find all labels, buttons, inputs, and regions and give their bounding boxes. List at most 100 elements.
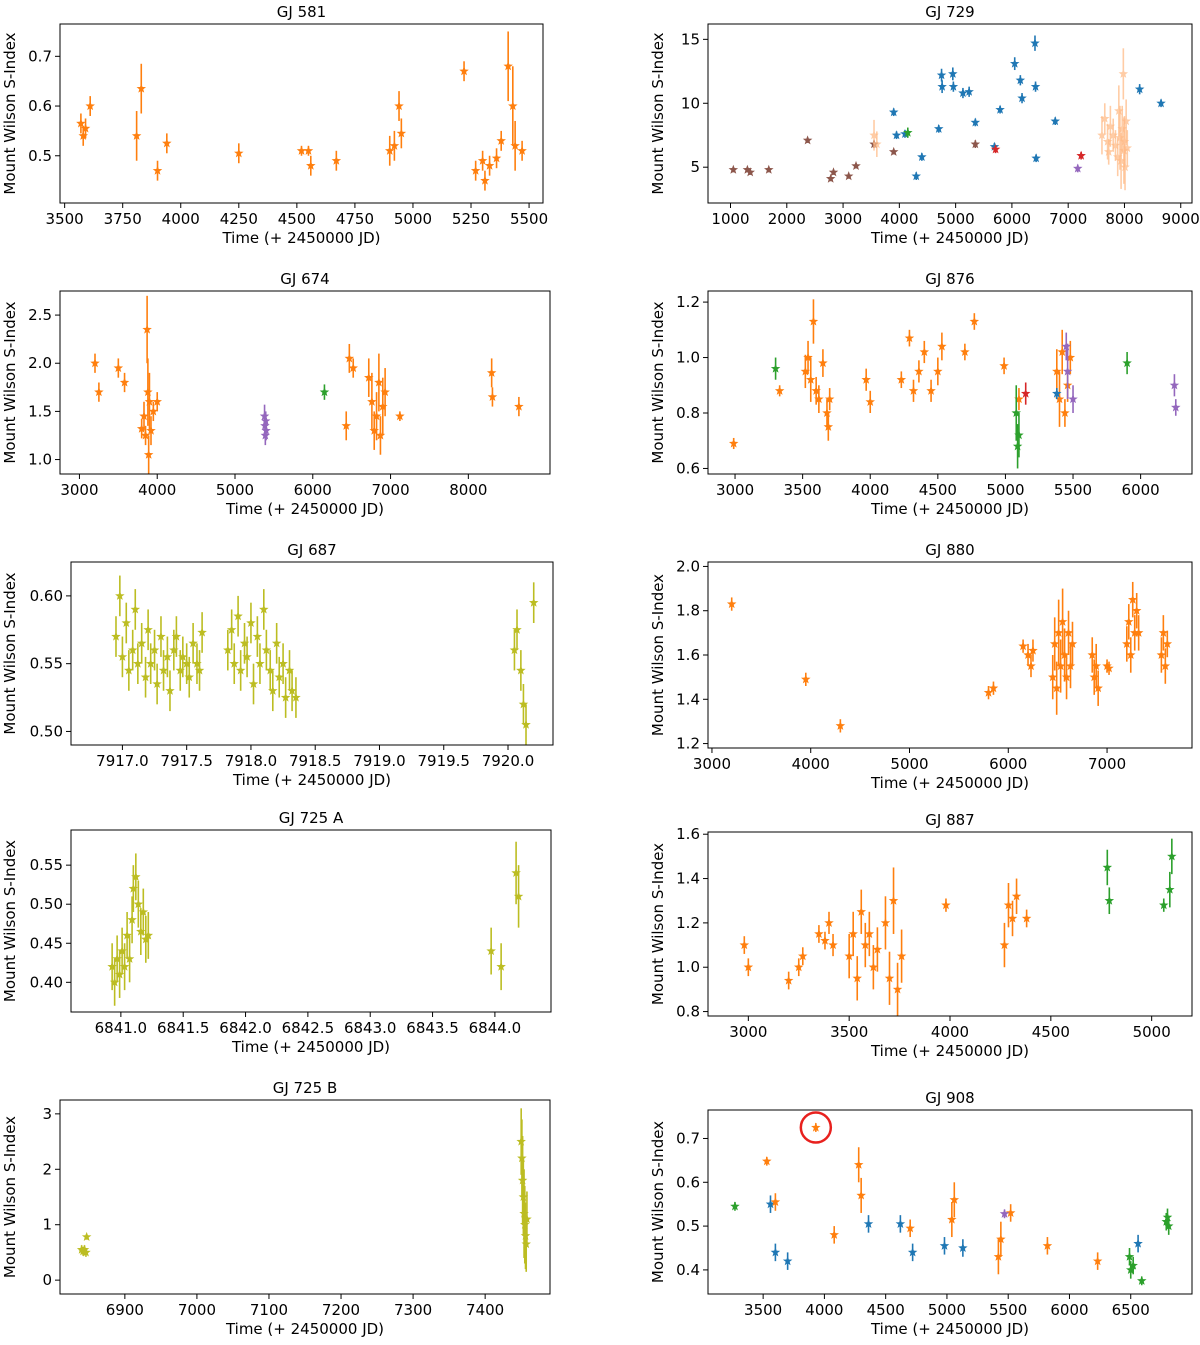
star-marker [814, 394, 824, 404]
y-tick-label: 0.50 [30, 722, 63, 740]
star-marker [280, 692, 291, 702]
data-point [811, 1122, 821, 1132]
data-point [396, 118, 407, 149]
data-point [513, 865, 524, 928]
data-point [863, 1215, 874, 1233]
star-marker [284, 665, 295, 675]
star-marker [367, 396, 377, 406]
y-tick-label: 10 [681, 94, 700, 112]
data-point [1163, 1217, 1174, 1235]
star-marker [364, 372, 374, 382]
star-marker [824, 394, 835, 404]
star-marker [856, 906, 867, 916]
panel-gj674: GJ 674 3000 4000 5000 6000 7000 8000 1.0 1.5 2.0 2… [1, 270, 551, 518]
star-marker [829, 1229, 839, 1239]
data-point [133, 880, 144, 928]
data-point [259, 589, 269, 630]
y-tick-label: 0.8 [676, 404, 700, 422]
data-point [1065, 643, 1076, 689]
star-marker [1102, 862, 1113, 872]
data-point [1131, 593, 1142, 629]
data-point [937, 332, 947, 361]
star-marker [152, 396, 162, 406]
star-marker [124, 665, 134, 675]
star-marker [223, 645, 233, 655]
star-marker [823, 421, 834, 431]
star-marker [903, 127, 913, 137]
star-marker [248, 679, 259, 689]
data-point [197, 612, 207, 653]
star-marker [395, 411, 405, 421]
data-point [1104, 661, 1114, 675]
x-tick-label: 7000 [1088, 755, 1126, 773]
star-marker [1061, 672, 1072, 682]
x-tick-label: 7920.0 [482, 752, 535, 770]
data-point [278, 643, 288, 684]
star-marker [999, 940, 1010, 950]
star-marker [242, 651, 252, 661]
y-axis-label: Mount Wilson S-Index [649, 574, 667, 736]
data-point [820, 931, 830, 950]
star-marker [988, 683, 999, 693]
star-marker [814, 928, 824, 939]
data-point [1030, 35, 1040, 51]
x-axis-label: Time (+ 2450000 JD) [225, 500, 384, 518]
data-point [165, 670, 175, 712]
star-marker [117, 946, 127, 956]
data-point [223, 629, 233, 671]
y-tick-label: 1.0 [676, 349, 700, 367]
star-marker [860, 940, 871, 950]
star-marker [1103, 146, 1114, 156]
star-marker [1089, 672, 1099, 682]
x-tick-label: 4000 [162, 210, 200, 228]
x-tick-label: 3000 [729, 1023, 767, 1041]
x-tick-label: 6842.0 [219, 1019, 272, 1037]
star-marker [459, 66, 469, 76]
data-point [374, 353, 384, 412]
star-marker [119, 377, 130, 387]
star-marker [486, 367, 497, 377]
axes-frame [59, 290, 551, 475]
data-point [1108, 118, 1118, 152]
data-point [145, 643, 156, 684]
star-marker [1133, 1238, 1143, 1248]
y-tick-label: 0.8 [676, 1003, 700, 1021]
star-marker [990, 144, 1001, 154]
star-marker [143, 387, 153, 397]
data-point [136, 63, 147, 114]
data-point [1057, 329, 1067, 375]
data-point [512, 609, 522, 651]
star-marker [341, 420, 351, 430]
data-point [1122, 626, 1132, 662]
data-point [990, 144, 1001, 154]
star-marker [140, 430, 151, 440]
data-point [853, 1147, 864, 1183]
x-tick-label: 7300 [394, 1301, 432, 1319]
data-point [933, 357, 943, 386]
y-tick-label: 0.6 [676, 459, 700, 477]
star-marker [1160, 661, 1171, 671]
star-marker [1100, 113, 1110, 123]
data-point [141, 915, 151, 963]
star-marker [900, 128, 910, 138]
x-tick-label: 5500 [510, 210, 548, 228]
x-tick-label: 6000 [989, 755, 1027, 773]
data-point [818, 349, 828, 377]
data-point [774, 385, 785, 397]
star-marker [908, 385, 919, 395]
star-marker [156, 631, 166, 641]
data-point [880, 896, 891, 950]
data-point [130, 589, 141, 630]
data-point [1102, 849, 1113, 886]
star-marker [1057, 347, 1067, 357]
star-marker [136, 926, 146, 936]
data-point [1052, 349, 1062, 394]
star-marker [1030, 38, 1040, 48]
panel-title: GJ 729 [925, 3, 974, 21]
y-tick-label: 1.2 [676, 735, 700, 753]
data-point [917, 151, 927, 162]
data-point [528, 582, 539, 623]
data-point [1005, 1204, 1016, 1222]
data-point [76, 113, 86, 134]
star-marker [1051, 683, 1062, 693]
